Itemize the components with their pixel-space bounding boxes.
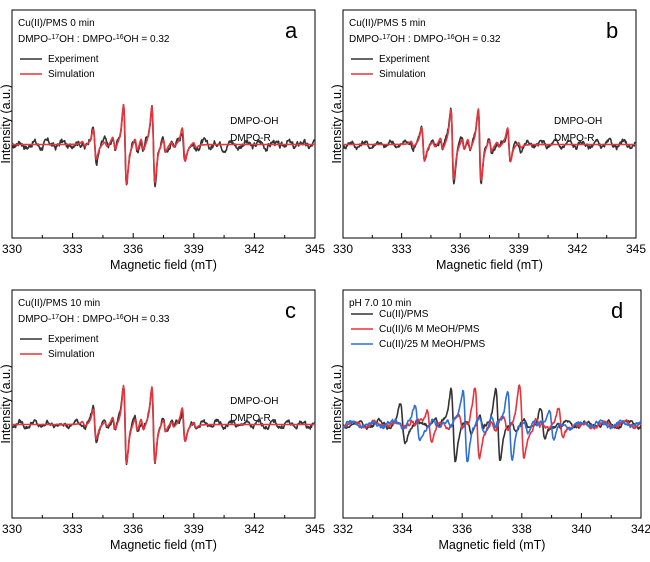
x-tick-label: 339 [184, 242, 204, 256]
annotation-label: DMPO-R [554, 133, 595, 144]
x-tick-label: 338 [512, 522, 532, 536]
x-axis-label: Magnetic field (mT) [110, 258, 217, 272]
panel-title-line: DMPO-17OH : DMPO-16OH = 0.32 [18, 34, 170, 46]
panel-label: a [285, 18, 298, 43]
series-line-simulation [11, 104, 316, 185]
legend-entry: Simulation [48, 69, 95, 80]
y-axis-label: Intensity (a.u.) [330, 364, 344, 443]
y-axis-label: Intensity (a.u.) [0, 364, 13, 443]
panel-title-line: Cu(II)/PMS 0 min [18, 18, 95, 29]
x-tick-label: 339 [509, 242, 529, 256]
x-tick-label: 342 [631, 522, 650, 536]
annotation-label: DMPO-OH [230, 396, 278, 407]
legend-entry: Cu(II)/6 M MeOH/PMS [379, 324, 480, 335]
panel-title-line: pH 7.0 10 min [349, 298, 411, 309]
series-line-simulation [342, 108, 637, 181]
x-tick-label: 342 [244, 242, 264, 256]
annotation-label: DMPO-R [230, 133, 271, 144]
x-tick-label: 332 [333, 522, 353, 536]
panel-label: b [606, 18, 618, 43]
x-tick-label: 336 [123, 242, 143, 256]
series-line-simulation [11, 384, 316, 464]
x-tick-label: 334 [393, 522, 413, 536]
x-tick-label: 336 [452, 522, 472, 536]
panel-b: 330 333 336 339 342 345 Magnetic field (mT) Int… [330, 9, 646, 272]
panel-label: d [611, 298, 623, 323]
legend-entry: Simulation [379, 69, 426, 80]
x-tick-label: 336 [123, 522, 143, 536]
x-tick-label: 339 [184, 522, 204, 536]
x-axis-label: Magnetic field (mT) [439, 538, 546, 552]
x-tick-label: 333 [63, 522, 83, 536]
legend-entry: Experiment [48, 334, 99, 345]
x-tick-label: 342 [244, 522, 264, 536]
panel-title-line: DMPO-17OH : DMPO-16OH = 0.32 [349, 34, 501, 46]
legend-entry: Cu(II)/25 M MeOH/PMS [379, 339, 485, 350]
annotation-label: DMPO-R [230, 413, 271, 424]
panel-d: 332 334 336 338 340 342 Magnetic field (mT) Int… [330, 289, 650, 552]
annotation-label: DMPO-OH [554, 116, 602, 127]
x-tick-label: 345 [626, 242, 646, 256]
panel-a: 330 333 336 339 342 345 Magnetic field (mT) Int… [0, 9, 325, 272]
y-axis-label: Intensity (a.u.) [0, 84, 13, 163]
x-tick-label: 333 [392, 242, 412, 256]
x-tick-label: 342 [567, 242, 587, 256]
series-line-cu-ii-25-m-meoh-pms [342, 389, 642, 463]
x-tick-label: 333 [63, 242, 83, 256]
x-axis-label: Magnetic field (mT) [110, 538, 217, 552]
y-axis-label: Intensity (a.u.) [330, 84, 344, 163]
legend-entry: Experiment [48, 54, 99, 65]
x-tick-label: 330 [2, 522, 22, 536]
panel-title-line: Cu(II)/PMS 10 min [18, 298, 100, 309]
x-tick-label: 345 [305, 522, 325, 536]
x-axis-label: Magnetic field (mT) [436, 258, 543, 272]
x-tick-label: 330 [2, 242, 22, 256]
legend-entry: Cu(II)/PMS [379, 309, 429, 320]
panel-label: c [285, 298, 296, 323]
legend-entry: Experiment [379, 54, 430, 65]
series-line-cu-ii-6-m-meoh-pms [342, 384, 642, 460]
panel-title-line: DMPO-17OH : DMPO-16OH = 0.33 [18, 314, 170, 326]
legend-entry: Simulation [48, 349, 95, 360]
x-tick-label: 336 [450, 242, 470, 256]
x-tick-label: 345 [305, 242, 325, 256]
panel-c: 330 333 336 339 342 345 Magnetic field (mT) Int… [0, 289, 325, 552]
x-tick-label: 340 [571, 522, 591, 536]
x-tick-label: 330 [333, 242, 353, 256]
annotation-label: DMPO-OH [230, 116, 278, 127]
panel-title-line: Cu(II)/PMS 5 min [349, 18, 426, 29]
